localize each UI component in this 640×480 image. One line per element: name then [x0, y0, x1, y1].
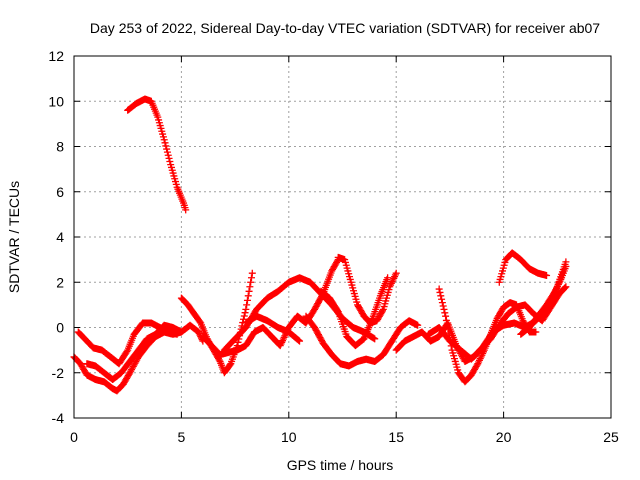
series-track-g	[220, 274, 379, 354]
data-point	[244, 292, 252, 300]
data-point	[384, 274, 392, 282]
data-point	[163, 145, 171, 153]
data-point	[125, 370, 133, 378]
data-point	[248, 269, 256, 277]
data-point	[543, 271, 551, 279]
series-track-j	[334, 253, 400, 327]
grid	[74, 56, 611, 418]
series-track-p	[517, 262, 570, 338]
data-point	[162, 142, 170, 150]
series-track-c	[74, 319, 181, 368]
data-point	[438, 299, 446, 307]
data-point	[247, 274, 255, 282]
data-point	[562, 283, 570, 291]
x-tick-label: 5	[178, 429, 186, 445]
y-axis-label: SDTVAR / TECUs	[6, 181, 22, 293]
data-point	[437, 292, 445, 300]
series-track-i	[302, 312, 422, 370]
data-point	[276, 342, 284, 350]
data-point	[414, 321, 422, 329]
data-point	[239, 315, 247, 323]
data-point	[161, 139, 169, 147]
data-point	[243, 296, 251, 304]
series-track-a	[124, 95, 190, 214]
data-point	[279, 335, 287, 343]
data-point	[245, 287, 253, 295]
data-point	[226, 361, 234, 369]
data-point	[442, 316, 450, 324]
data-point	[277, 340, 285, 348]
data-point	[166, 157, 174, 165]
data-point	[371, 335, 379, 343]
data-point	[160, 136, 168, 144]
data-point	[240, 312, 248, 320]
series-track-o	[495, 249, 551, 286]
data-point	[215, 356, 223, 364]
series-track-n	[424, 258, 570, 363]
y-tick-label: 4	[56, 229, 64, 245]
data-point	[243, 301, 251, 309]
data-points	[70, 95, 570, 395]
data-point	[562, 262, 570, 270]
data-point	[165, 154, 173, 162]
series-track-h	[242, 312, 304, 345]
y-tick-label: -4	[52, 410, 65, 426]
x-tick-label: 10	[281, 429, 297, 445]
data-point	[242, 305, 250, 313]
x-tick-label: 0	[70, 429, 78, 445]
data-point	[163, 148, 171, 156]
data-point	[295, 336, 303, 344]
chart-title: Day 253 of 2022, Sidereal Day-to-day VTE…	[90, 20, 600, 36]
data-point	[294, 336, 302, 344]
x-tick-label: 25	[603, 429, 619, 445]
data-point	[196, 318, 204, 326]
data-point	[280, 333, 288, 341]
data-point	[442, 312, 450, 320]
x-tick-label: 20	[496, 429, 512, 445]
data-point	[247, 278, 255, 286]
axis-ticks	[73, 55, 612, 419]
data-point	[532, 328, 540, 336]
y-tick-label: 10	[48, 93, 64, 109]
data-point	[333, 306, 341, 314]
data-point	[438, 295, 446, 303]
data-point	[241, 309, 249, 317]
data-point	[296, 337, 304, 345]
data-point	[177, 328, 185, 336]
data-point	[379, 307, 387, 315]
x-axis-label: GPS time / hours	[287, 457, 394, 473]
y-tick-label: -2	[52, 365, 65, 381]
y-tick-label: 8	[56, 139, 64, 155]
data-point	[279, 337, 287, 345]
data-point	[444, 325, 452, 333]
data-point	[392, 269, 400, 277]
data-point	[436, 288, 444, 296]
y-tick-label: 12	[48, 48, 64, 64]
data-point	[182, 206, 190, 214]
tick-labels: 0 5 10 15 20 25 -4 -2 0 2 4 6 8 10 12	[48, 48, 619, 445]
series-track-k	[317, 274, 392, 350]
data-point	[435, 285, 443, 293]
data-point	[561, 284, 569, 292]
data-point	[439, 302, 447, 310]
y-tick-label: 0	[56, 320, 64, 336]
data-point	[443, 321, 451, 329]
data-point	[195, 328, 203, 336]
data-point	[278, 338, 286, 346]
y-tick-label: 2	[56, 274, 64, 290]
data-point	[550, 289, 558, 297]
data-point	[246, 283, 254, 291]
data-point	[440, 305, 448, 313]
data-point	[195, 330, 203, 338]
x-tick-label: 15	[388, 429, 404, 445]
data-point	[441, 309, 449, 317]
y-tick-label: 6	[56, 184, 64, 200]
series-track-d	[83, 321, 185, 384]
data-point	[473, 361, 481, 369]
data-point	[123, 347, 131, 355]
data-point	[164, 151, 172, 159]
